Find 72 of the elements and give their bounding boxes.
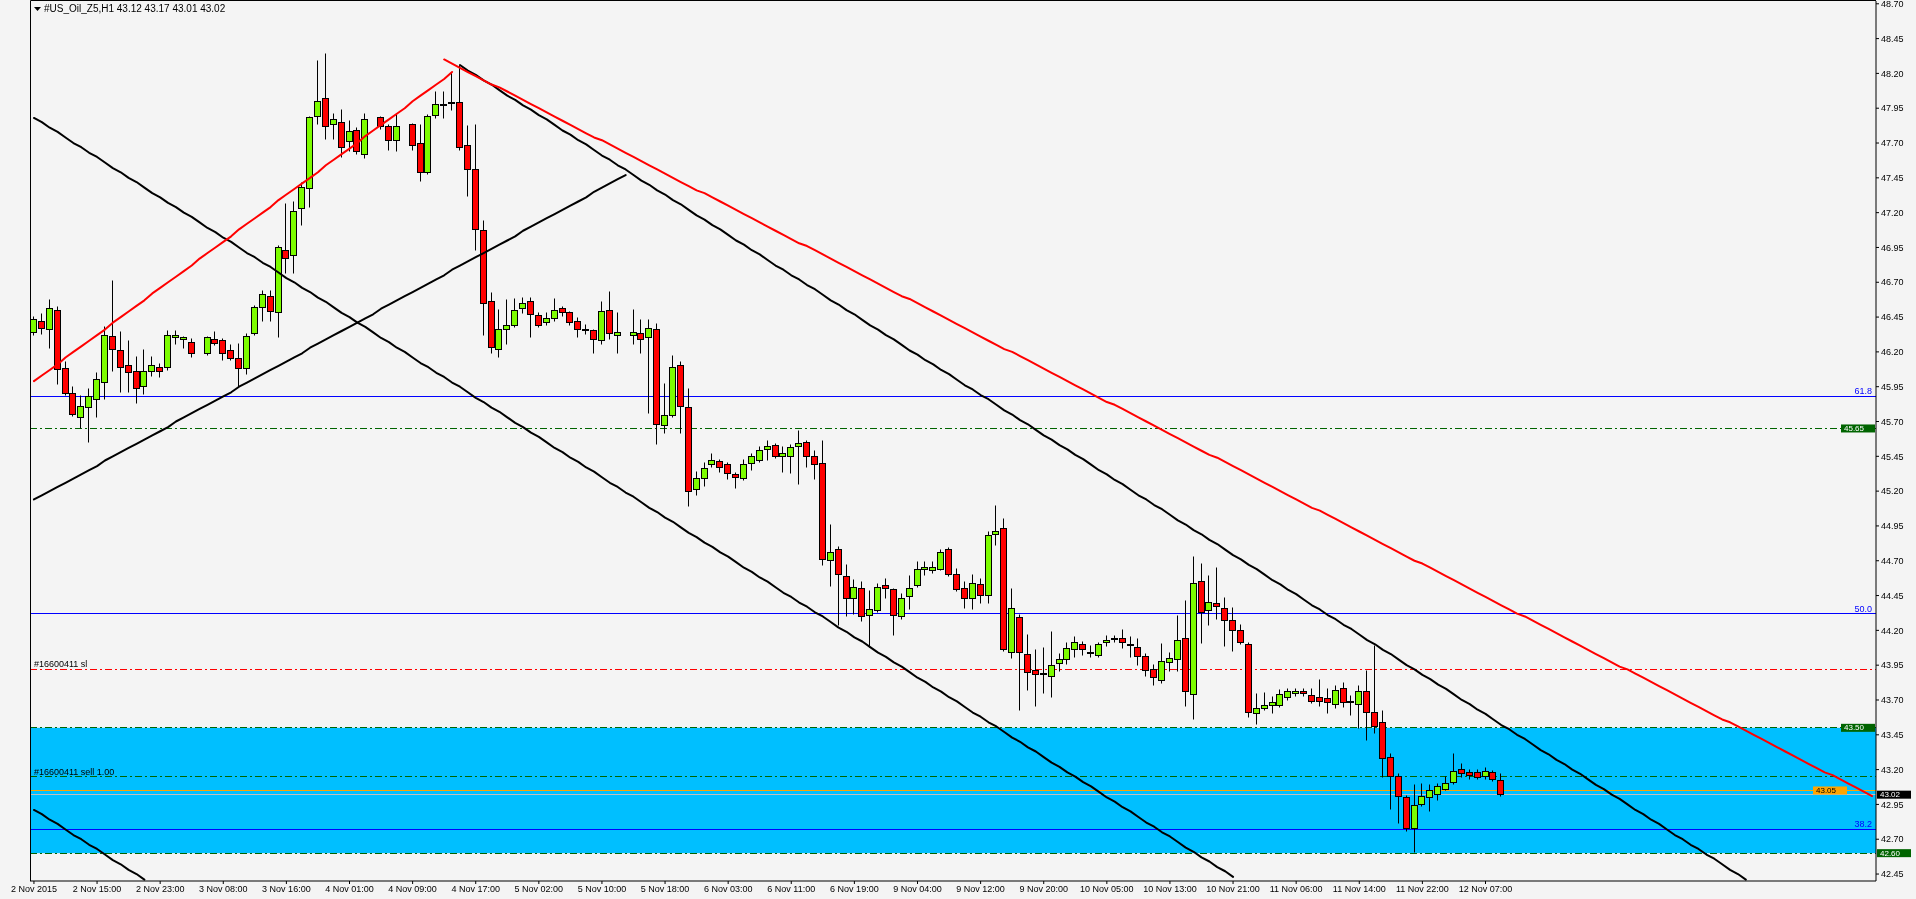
candlestick xyxy=(906,575,913,610)
annotation: 61.8 xyxy=(1854,386,1872,397)
x-tick-label: 6 Nov 03:00 xyxy=(703,884,753,895)
x-tick-label: 5 Nov 18:00 xyxy=(640,884,690,895)
ref-line-label: 42.60 xyxy=(1880,848,1901,858)
line-series xyxy=(32,71,454,383)
y-tick-label: 45.45 xyxy=(1881,451,1904,462)
x-tick-label: 6 Nov 19:00 xyxy=(830,884,879,895)
y-tick-label: 48.20 xyxy=(1881,68,1904,79)
y-tick-label: 47.20 xyxy=(1881,207,1904,218)
annotation: #16600411 sl xyxy=(33,659,88,670)
x-tick-label: 5 Nov 02:00 xyxy=(514,884,564,895)
x-tick-label: 2 Nov 15:00 xyxy=(72,884,122,895)
candlestick xyxy=(1497,773,1504,797)
chart-title: #US_Oil_Z5,H1 43.12 43.17 43.01 43.02 xyxy=(44,3,226,15)
y-tick-label: 44.45 xyxy=(1881,590,1904,601)
y-tick-label: 46.70 xyxy=(1881,277,1904,288)
y-tick-label: 47.95 xyxy=(1881,103,1904,114)
y-tick-label: 46.45 xyxy=(1881,312,1904,323)
x-tick-label: 4 Nov 01:00 xyxy=(325,884,374,895)
line-series xyxy=(32,116,1235,878)
price-tag: 45.65 xyxy=(1841,423,1875,433)
x-tick-label: 11 Nov 22:00 xyxy=(1395,884,1449,895)
x-tick-label: 5 Nov 10:00 xyxy=(577,884,627,895)
y-tick-label: 43.45 xyxy=(1881,729,1904,740)
x-tick-label: 9 Nov 04:00 xyxy=(893,884,942,895)
y-tick-label: 44.70 xyxy=(1881,555,1904,566)
y-tick-label: 44.95 xyxy=(1881,521,1904,532)
ref-line-label: 43.05 xyxy=(1816,785,1837,795)
x-tick-label: 12 Nov 07:00 xyxy=(1458,884,1513,895)
y-tick-label: 46.95 xyxy=(1881,242,1904,253)
y-tick-label: 44.20 xyxy=(1881,625,1904,636)
y-tick-label: 46.20 xyxy=(1881,347,1904,358)
x-tick-label: 9 Nov 12:00 xyxy=(956,884,1005,895)
y-tick-label: 48.70 xyxy=(1881,0,1904,9)
y-tick-label: 45.20 xyxy=(1881,486,1904,497)
x-tick-label: 9 Nov 20:00 xyxy=(1019,884,1068,895)
x-tick-label: 4 Nov 09:00 xyxy=(388,884,437,895)
x-tick-label: 6 Nov 11:00 xyxy=(767,884,816,895)
y-tick-label: 43.20 xyxy=(1881,764,1904,775)
x-tick-label: 2 Nov 2015 xyxy=(10,884,57,895)
annotation: #16600411 sell 1.00 xyxy=(33,766,115,777)
x-tick-label: 11 Nov 06:00 xyxy=(1269,884,1323,895)
y-tick-label: 43.70 xyxy=(1881,695,1904,706)
price-tag: 43.05 xyxy=(1813,786,1847,795)
x-tick-label: 10 Nov 21:00 xyxy=(1206,884,1260,895)
x-tick-label: 2 Nov 23:00 xyxy=(135,884,185,895)
x-tick-label: 11 Nov 14:00 xyxy=(1332,884,1386,895)
price-tag: 42.60 xyxy=(1877,848,1911,858)
price-tag: 43.50 xyxy=(1841,723,1875,733)
price-tag: 43.02 xyxy=(1877,790,1911,800)
y-tick-label: 42.45 xyxy=(1881,869,1904,880)
y-tick-label: 42.70 xyxy=(1881,834,1904,845)
x-tick-label: 4 Nov 17:00 xyxy=(451,884,500,895)
y-tick-label: 47.70 xyxy=(1881,138,1904,149)
annotation: 50.0 xyxy=(1854,603,1872,614)
y-tick-label: 43.95 xyxy=(1881,660,1904,671)
y-tick-label: 42.95 xyxy=(1881,799,1904,810)
y-tick-label: 48.45 xyxy=(1881,33,1904,44)
x-tick-label: 3 Nov 08:00 xyxy=(199,884,248,895)
y-tick-label: 45.95 xyxy=(1881,381,1904,392)
candlestick xyxy=(1127,636,1134,658)
annotation: 38.2 xyxy=(1854,819,1872,830)
y-tick-label: 47.45 xyxy=(1881,173,1904,184)
x-tick-label: 10 Nov 13:00 xyxy=(1143,884,1197,895)
x-tick-label: 10 Nov 05:00 xyxy=(1080,884,1134,895)
ref-line-label: 43.50 xyxy=(1844,723,1865,733)
ref-line-label: 45.65 xyxy=(1844,423,1865,433)
candlestick xyxy=(1103,635,1110,647)
y-tick-label: 45.70 xyxy=(1881,416,1904,427)
x-tick-label: 3 Nov 16:00 xyxy=(262,884,311,895)
ref-line-label: 43.02 xyxy=(1880,790,1901,800)
